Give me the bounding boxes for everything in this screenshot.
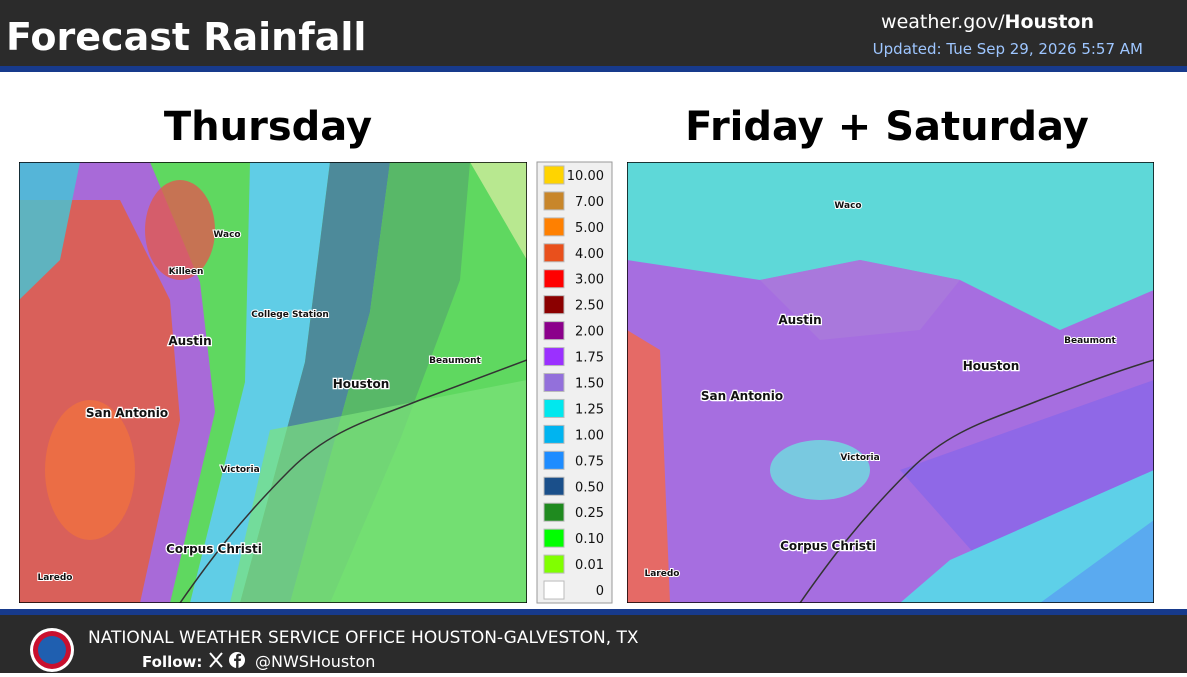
panel-title: Thursday (164, 104, 372, 150)
legend-swatch (543, 502, 565, 522)
updated: Updated: Tue Sep 29, 2026 5:57 AM (873, 40, 1143, 58)
legend-swatch (543, 424, 565, 444)
legend-label: 0.10 (575, 532, 604, 547)
legend-label: 0.01 (575, 558, 604, 573)
legend-swatch (543, 191, 565, 211)
facebook-icon (229, 652, 245, 668)
legend-label: 0.25 (575, 506, 604, 521)
nws-logo-center (38, 636, 66, 664)
city-label: Austin (778, 313, 821, 327)
office: NATIONAL WEATHER SERVICE OFFICE HOUSTON-… (88, 628, 639, 648)
follow: Follow: (142, 653, 202, 671)
city-label: Victoria (220, 465, 259, 475)
legend-swatch (543, 373, 565, 392)
legend-label: 2.50 (575, 299, 604, 314)
legend-label: 1.25 (575, 402, 604, 417)
panel-title: Friday + Saturday (685, 104, 1089, 150)
city-label: College Station (251, 310, 329, 320)
thursday-map (19, 162, 527, 603)
city-label: Laredo (645, 569, 680, 579)
city-label: San Antonio (701, 389, 783, 403)
city-label: Waco (834, 201, 861, 211)
legend-swatch (543, 528, 565, 548)
city-label: Houston (963, 359, 1020, 373)
legend-label: 7.00 (575, 195, 604, 210)
footer-bar (0, 615, 1187, 673)
city-label: Houston (333, 377, 390, 391)
city-label: Beaumont (429, 356, 481, 366)
site-prefix: weather.gov/ (881, 11, 1005, 33)
legend-label: 1.50 (575, 377, 604, 392)
footer-stripe (0, 609, 1187, 615)
legend-label: 4.00 (575, 247, 604, 262)
legend-label: 0.75 (575, 454, 604, 469)
legend-swatch (543, 580, 565, 600)
legend-swatch (543, 295, 565, 315)
legend-label: 2.00 (575, 325, 604, 340)
legend-label: 5.00 (575, 221, 604, 236)
legend-swatch (543, 269, 565, 289)
legend: 10.00 7.00 5.00 4.00 3.00 2.50 2.00 1.75 1.50 1.2… (543, 165, 604, 600)
legend-swatch (543, 217, 565, 237)
city-label: Laredo (38, 573, 73, 583)
city-label: Killeen (169, 267, 204, 277)
city-label: Corpus Christi (780, 539, 876, 553)
title: Forecast Rainfall (6, 15, 366, 59)
legend-swatch (543, 165, 565, 185)
city-label: San Antonio (86, 406, 168, 420)
weekend-map (627, 162, 1154, 603)
site-office: Houston (1005, 11, 1094, 33)
legend-label: 0.50 (575, 480, 604, 495)
city-label: Austin (168, 334, 211, 348)
city-labels: Waco Killeen College Station Austin Houston B… (37, 200, 1118, 584)
header-stripe (0, 66, 1187, 72)
legend-label: 0 (596, 584, 604, 599)
legend-swatch (543, 450, 565, 470)
legend-swatch (543, 347, 565, 367)
legend-swatch (543, 243, 565, 263)
header-bar (0, 0, 1187, 66)
legend-label: 10.00 (567, 169, 604, 184)
legend-label: 3.00 (575, 273, 604, 288)
city-label: Beaumont (1064, 336, 1116, 346)
city-label: Waco (213, 230, 240, 240)
legend-swatch (543, 321, 565, 341)
legend-label: 1.00 (575, 428, 604, 443)
handle: @NWSHouston (255, 652, 375, 671)
x-icon (209, 652, 223, 668)
legend-swatch (543, 476, 565, 496)
city-label: Victoria (840, 453, 879, 463)
legend-swatch (543, 398, 565, 418)
city-label: Corpus Christi (166, 542, 262, 556)
legend-swatch (543, 554, 565, 574)
legend-label: 1.75 (575, 351, 604, 366)
site: weather.gov/Houston (881, 11, 1094, 33)
